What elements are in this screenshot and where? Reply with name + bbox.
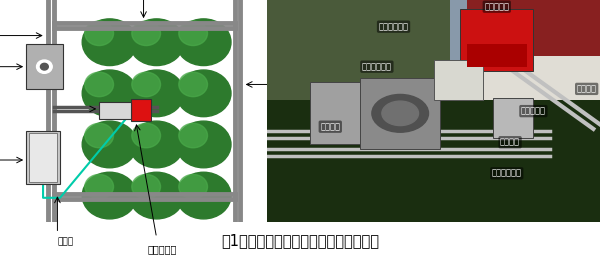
Circle shape bbox=[179, 21, 208, 45]
Text: 乗移り台車: 乗移り台車 bbox=[521, 107, 546, 116]
Circle shape bbox=[179, 123, 208, 148]
Text: 本線補助軌条: 本線補助軌条 bbox=[492, 169, 522, 178]
Text: 乗用台車: 乗用台車 bbox=[500, 138, 520, 147]
Circle shape bbox=[132, 174, 161, 199]
Bar bbox=[360, 78, 440, 149]
Circle shape bbox=[179, 174, 208, 199]
Bar bbox=[460, 9, 533, 71]
Circle shape bbox=[176, 19, 231, 65]
Bar bbox=[26, 131, 60, 184]
Text: 薬液散布車: 薬液散布車 bbox=[147, 244, 176, 254]
Circle shape bbox=[85, 72, 113, 97]
Circle shape bbox=[132, 72, 161, 97]
Circle shape bbox=[179, 72, 208, 97]
Bar bbox=[267, 67, 600, 222]
Text: ホース: ホース bbox=[57, 238, 73, 247]
Circle shape bbox=[129, 172, 184, 219]
Circle shape bbox=[129, 70, 184, 117]
Circle shape bbox=[85, 174, 113, 199]
Circle shape bbox=[82, 172, 137, 219]
Circle shape bbox=[176, 172, 231, 219]
Bar bbox=[484, 0, 600, 100]
Text: 図1　軌条の配置と支線作業機の乗移り: 図1 軌条の配置と支線作業機の乗移り bbox=[221, 233, 379, 248]
Bar bbox=[99, 102, 131, 119]
Circle shape bbox=[132, 21, 161, 45]
Bar bbox=[310, 82, 370, 144]
Circle shape bbox=[382, 101, 419, 125]
Text: 支線軌条: 支線軌条 bbox=[577, 84, 596, 93]
Circle shape bbox=[82, 121, 137, 168]
Bar bbox=[26, 44, 62, 89]
Circle shape bbox=[372, 94, 428, 132]
Bar bbox=[467, 44, 527, 67]
Text: 薬液散布車: 薬液散布車 bbox=[484, 2, 509, 11]
Circle shape bbox=[82, 19, 137, 65]
Circle shape bbox=[129, 19, 184, 65]
Bar bbox=[493, 98, 533, 138]
Bar bbox=[131, 99, 151, 121]
Text: 本線けん引車: 本線けん引車 bbox=[362, 62, 392, 71]
Circle shape bbox=[37, 60, 52, 73]
Circle shape bbox=[40, 63, 48, 70]
Circle shape bbox=[132, 123, 161, 148]
Circle shape bbox=[129, 121, 184, 168]
Text: 支
線
軌
条: 支 線 軌 条 bbox=[284, 64, 290, 105]
Bar bbox=[433, 60, 484, 100]
Text: 支線けん引車: 支線けん引車 bbox=[379, 22, 409, 31]
Bar bbox=[29, 133, 58, 182]
Circle shape bbox=[176, 70, 231, 117]
Circle shape bbox=[176, 121, 231, 168]
Circle shape bbox=[85, 21, 113, 45]
Bar bbox=[267, 0, 450, 100]
Bar bbox=[467, 0, 600, 55]
Circle shape bbox=[85, 123, 113, 148]
Circle shape bbox=[82, 70, 137, 117]
Bar bbox=[267, 0, 600, 89]
Text: 本線軌条: 本線軌条 bbox=[320, 122, 340, 131]
